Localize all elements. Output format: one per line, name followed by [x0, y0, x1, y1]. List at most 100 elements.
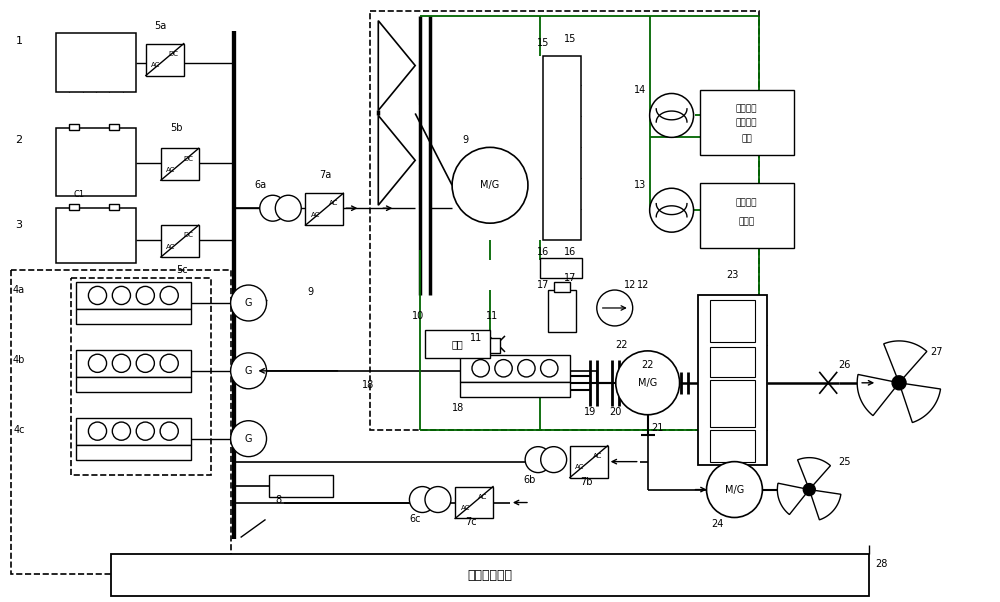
Text: 22: 22 — [615, 340, 628, 350]
Circle shape — [112, 422, 130, 440]
Text: 1: 1 — [16, 36, 23, 46]
Circle shape — [597, 290, 633, 326]
Text: AC: AC — [328, 200, 338, 206]
Circle shape — [650, 93, 694, 137]
Text: G: G — [245, 298, 252, 308]
Circle shape — [409, 486, 435, 512]
Text: 整船冷却系统: 整船冷却系统 — [468, 569, 513, 582]
Circle shape — [136, 287, 154, 305]
Polygon shape — [809, 489, 841, 520]
Bar — [548, 290, 576, 332]
Text: 燃料电池: 燃料电池 — [736, 104, 757, 113]
Bar — [76, 309, 191, 324]
Text: AC: AC — [166, 244, 176, 250]
Text: 16: 16 — [537, 247, 549, 257]
Polygon shape — [857, 374, 899, 415]
Text: AC: AC — [593, 453, 602, 459]
Text: 15: 15 — [564, 34, 576, 43]
Bar — [700, 183, 794, 248]
Text: 27: 27 — [931, 347, 943, 357]
Bar — [269, 474, 333, 497]
Bar — [76, 282, 191, 309]
Text: 14: 14 — [634, 85, 646, 96]
Bar — [76, 418, 191, 445]
Text: AC: AC — [151, 62, 161, 68]
Text: 4a: 4a — [13, 285, 25, 295]
Bar — [460, 382, 570, 397]
Bar — [425, 330, 490, 358]
Text: 机余热: 机余热 — [738, 218, 754, 227]
Text: 电池与电: 电池与电 — [736, 199, 757, 208]
Bar — [56, 33, 136, 93]
Text: G: G — [245, 366, 252, 376]
Circle shape — [88, 287, 107, 305]
Text: 13: 13 — [634, 180, 646, 190]
Text: 18: 18 — [452, 403, 464, 413]
Circle shape — [112, 287, 130, 305]
Text: 9: 9 — [307, 287, 314, 297]
Text: 6b: 6b — [524, 474, 536, 485]
Bar — [700, 90, 794, 155]
Circle shape — [707, 462, 762, 518]
Text: 10: 10 — [412, 311, 424, 321]
Bar — [76, 377, 191, 392]
Text: 5c: 5c — [176, 265, 188, 275]
Text: 5b: 5b — [170, 123, 183, 134]
Text: 23: 23 — [726, 270, 739, 280]
Text: 19: 19 — [584, 407, 596, 417]
Text: 21: 21 — [651, 423, 664, 433]
Bar — [570, 445, 608, 477]
Circle shape — [541, 447, 567, 473]
Text: 18: 18 — [362, 380, 374, 390]
Text: M/G: M/G — [638, 378, 657, 388]
Text: 22: 22 — [641, 360, 654, 370]
Text: 4c: 4c — [13, 424, 25, 435]
Bar — [455, 486, 493, 518]
Text: 9: 9 — [462, 135, 468, 145]
Circle shape — [231, 353, 267, 389]
Circle shape — [231, 285, 267, 321]
Text: 26: 26 — [838, 360, 850, 370]
Text: 17: 17 — [564, 273, 576, 283]
Bar — [460, 355, 570, 382]
Bar — [161, 225, 199, 257]
Bar — [698, 295, 767, 465]
Text: 4b: 4b — [13, 355, 25, 365]
Bar — [69, 125, 79, 131]
Bar — [109, 125, 119, 131]
Text: DC: DC — [183, 155, 193, 161]
Circle shape — [518, 359, 535, 377]
Text: C1: C1 — [73, 190, 85, 199]
Bar — [305, 193, 343, 225]
Bar — [543, 55, 581, 240]
Text: 24: 24 — [711, 520, 724, 530]
Circle shape — [160, 422, 178, 440]
Circle shape — [136, 354, 154, 373]
Text: AC: AC — [166, 167, 176, 173]
Polygon shape — [798, 458, 830, 489]
Text: AC: AC — [461, 505, 470, 511]
Text: DC: DC — [168, 51, 178, 57]
Text: 6a: 6a — [254, 180, 267, 190]
Polygon shape — [884, 341, 927, 383]
Text: 17: 17 — [537, 280, 549, 290]
Circle shape — [452, 147, 528, 223]
Circle shape — [803, 483, 815, 495]
Bar — [710, 347, 755, 377]
Text: 12: 12 — [636, 280, 649, 290]
Text: 11: 11 — [486, 311, 498, 321]
Bar — [111, 554, 869, 597]
Bar — [540, 258, 582, 278]
Circle shape — [275, 195, 301, 221]
Circle shape — [525, 447, 551, 473]
Text: 28: 28 — [875, 559, 887, 569]
Circle shape — [425, 486, 451, 512]
Text: 5a: 5a — [155, 20, 167, 31]
Text: 20: 20 — [610, 407, 622, 417]
Bar — [109, 204, 119, 210]
Text: 25: 25 — [838, 457, 850, 467]
Circle shape — [260, 195, 286, 221]
Text: 8: 8 — [275, 494, 282, 504]
Text: 7b: 7b — [581, 477, 593, 486]
Text: AC: AC — [575, 464, 585, 470]
